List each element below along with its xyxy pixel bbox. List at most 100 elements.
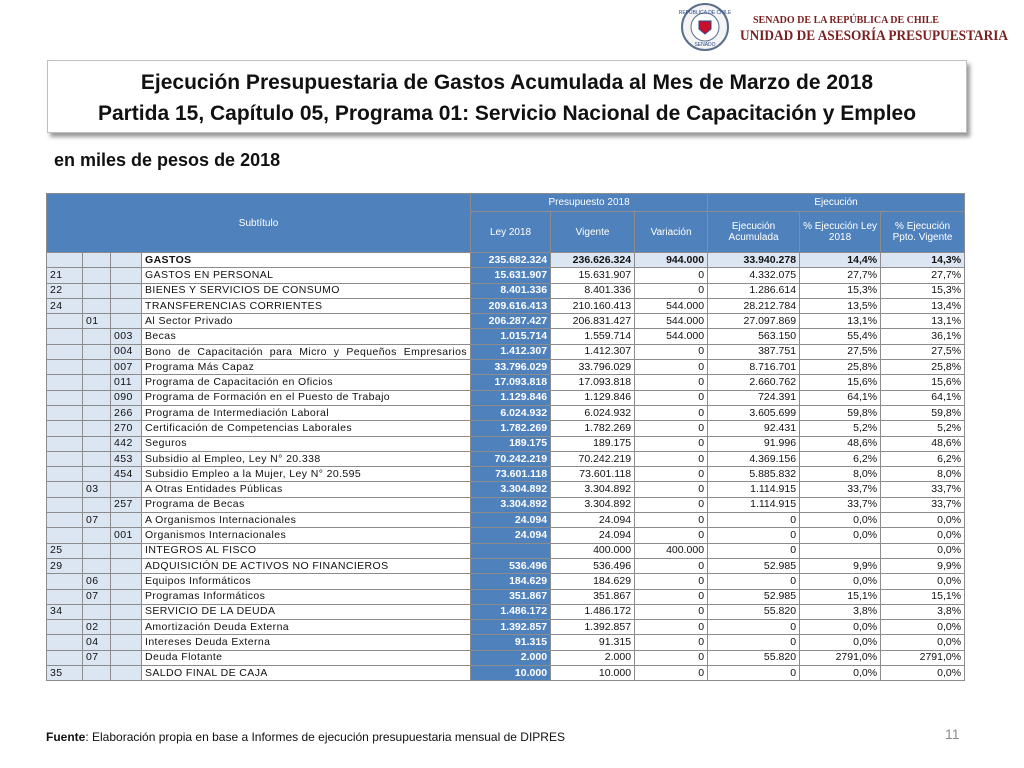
- pct-vigente: 59,8%: [880, 404, 966, 422]
- vigente: 70.242.219: [550, 450, 636, 468]
- ley-2018: 10.000: [470, 665, 552, 682]
- vigente: 91.315: [550, 634, 636, 651]
- pct-vigente: 9,9%: [880, 557, 966, 575]
- ley-2018: 536.496: [470, 557, 552, 575]
- vigente: 1.559.714: [550, 328, 636, 345]
- pct-ley: 0,0%: [799, 512, 882, 529]
- ley-2018: 33.796.029: [470, 359, 552, 376]
- description: Bono de Capacitación para Micro y Pequeñ…: [140, 343, 472, 361]
- footer: Fuente: Elaboración propia en base a Inf…: [46, 730, 565, 744]
- ley-2018: 70.242.219: [470, 450, 552, 468]
- ley-2018: 1.129.846: [470, 389, 552, 406]
- pct-vigente: 27,5%: [880, 343, 966, 361]
- pct-ley: 0,0%: [799, 665, 882, 682]
- description: A Otras Entidades Públicas: [140, 481, 472, 498]
- asignacion-code: [110, 665, 142, 682]
- item-code: [82, 542, 111, 559]
- table-row: 090 Programa de Formación en el Puesto de…: [46, 389, 966, 406]
- table-row: 07 Programas Informáticos 351.867 351.867 0 5…: [46, 588, 966, 605]
- subtitulo-code: [46, 251, 83, 269]
- subtitulo-code: [46, 404, 83, 422]
- variacion: 0: [634, 389, 709, 406]
- subtitulo-code: 22: [46, 282, 83, 299]
- ejecucion-acumulada: 1.114.915: [707, 496, 801, 514]
- subtitulo-code: [46, 435, 83, 452]
- pct-ley: 2791,0%: [799, 649, 882, 667]
- description: Subsidio Empleo a la Mujer, Ley N° 20.59…: [140, 466, 472, 483]
- table-row: 22 BIENES Y SERVICIOS DE CONSUMO 8.401.336…: [46, 282, 966, 299]
- asignacion-code: [110, 588, 142, 605]
- ley-2018: 15.631.907: [470, 267, 552, 284]
- variacion: 0: [634, 420, 709, 437]
- variacion: 944.000: [634, 251, 709, 269]
- ley-2018: 91.315: [470, 634, 552, 651]
- subtitulo-code: 24: [46, 297, 83, 315]
- asignacion-code: [110, 297, 142, 315]
- asignacion-code: [110, 634, 142, 651]
- asignacion-code: [110, 573, 142, 590]
- title-line1: Ejecución Presupuestaria de Gastos Acumu…: [140, 71, 874, 94]
- ley-2018: 184.629: [470, 573, 552, 590]
- ley-2018: 1.392.857: [470, 619, 552, 636]
- table-row: 454 Subsidio Empleo a la Mujer, Ley N° 20…: [46, 466, 966, 483]
- seal-emblem: [698, 20, 712, 35]
- description: Becas: [140, 328, 472, 345]
- vigente: 206.831.427: [550, 313, 636, 330]
- variacion: 544.000: [634, 313, 709, 330]
- item-code: [82, 374, 111, 391]
- ley-2018: 24.094: [470, 512, 552, 529]
- subtitulo-code: [46, 450, 83, 468]
- description: SALDO FINAL DE CAJA: [140, 665, 472, 682]
- pct-vigente: 64,1%: [880, 389, 966, 406]
- table-row: 34 SERVICIO DE LA DEUDA 1.486.172 1.486.172…: [46, 603, 966, 621]
- variacion: 0: [634, 282, 709, 299]
- ley-2018: 3.304.892: [470, 496, 552, 514]
- item-code: [82, 527, 111, 544]
- subtitulo-code: [46, 481, 83, 498]
- item-code: 07: [82, 588, 111, 605]
- ley-2018: 2.000: [470, 649, 552, 667]
- pct-vigente: 0,0%: [880, 634, 966, 651]
- pct-vigente: 2791,0%: [880, 649, 966, 667]
- item-code: [82, 435, 111, 452]
- ejecucion-acumulada: 2.660.762: [707, 374, 801, 391]
- description: BIENES Y SERVICIOS DE CONSUMO: [140, 282, 472, 299]
- asignacion-code: 270: [110, 420, 142, 437]
- table-row: 01 Al Sector Privado 206.287.427 206.831.42…: [46, 313, 966, 330]
- pct-vigente: 33,7%: [880, 481, 966, 498]
- vigente: 184.629: [550, 573, 636, 590]
- item-code: 06: [82, 573, 111, 590]
- variacion: 0: [634, 359, 709, 376]
- subtitulo-code: [46, 649, 83, 667]
- pct-vigente: 6,2%: [880, 450, 966, 468]
- asignacion-code: 007: [110, 359, 142, 376]
- ejecucion-acumulada: 0: [707, 527, 801, 544]
- description: A Organismos Internacionales: [140, 512, 472, 529]
- ley-2018: 209.616.413: [470, 297, 552, 315]
- item-code: 04: [82, 634, 111, 651]
- variacion: 400.000: [634, 542, 709, 559]
- pct-vigente: 13,1%: [880, 313, 966, 330]
- subtitulo-code: [46, 374, 83, 391]
- item-code: [82, 450, 111, 468]
- pct-ley: 5,2%: [799, 420, 882, 437]
- item-code: [82, 389, 111, 406]
- pct-ley: 13,5%: [799, 297, 882, 315]
- pct-ley: 9,9%: [799, 557, 882, 575]
- item-code: [82, 282, 111, 299]
- pct-ley: 13,1%: [799, 313, 882, 330]
- variacion: 544.000: [634, 297, 709, 315]
- description: Subsidio al Empleo, Ley N° 20.338: [140, 450, 472, 468]
- variacion: 0: [634, 450, 709, 468]
- table-row: 442 Seguros 189.175 189.175 0 91.996 48,6% 48,6…: [46, 435, 966, 452]
- ejecucion-acumulada: 28.212.784: [707, 297, 801, 315]
- item-code: 07: [82, 512, 111, 529]
- ejecucion-acumulada: 5.885.832: [707, 466, 801, 483]
- description: Programa de Intermediación Laboral: [140, 404, 472, 422]
- pct-vigente: 0,0%: [880, 619, 966, 636]
- source-text: : Elaboración propia en base a Informes …: [85, 730, 565, 744]
- vigente: 24.094: [550, 527, 636, 544]
- description: Programa de Formación en el Puesto de Tr…: [140, 389, 472, 406]
- variacion: 0: [634, 619, 709, 636]
- column-header: Ejecución Acumulada: [707, 211, 801, 253]
